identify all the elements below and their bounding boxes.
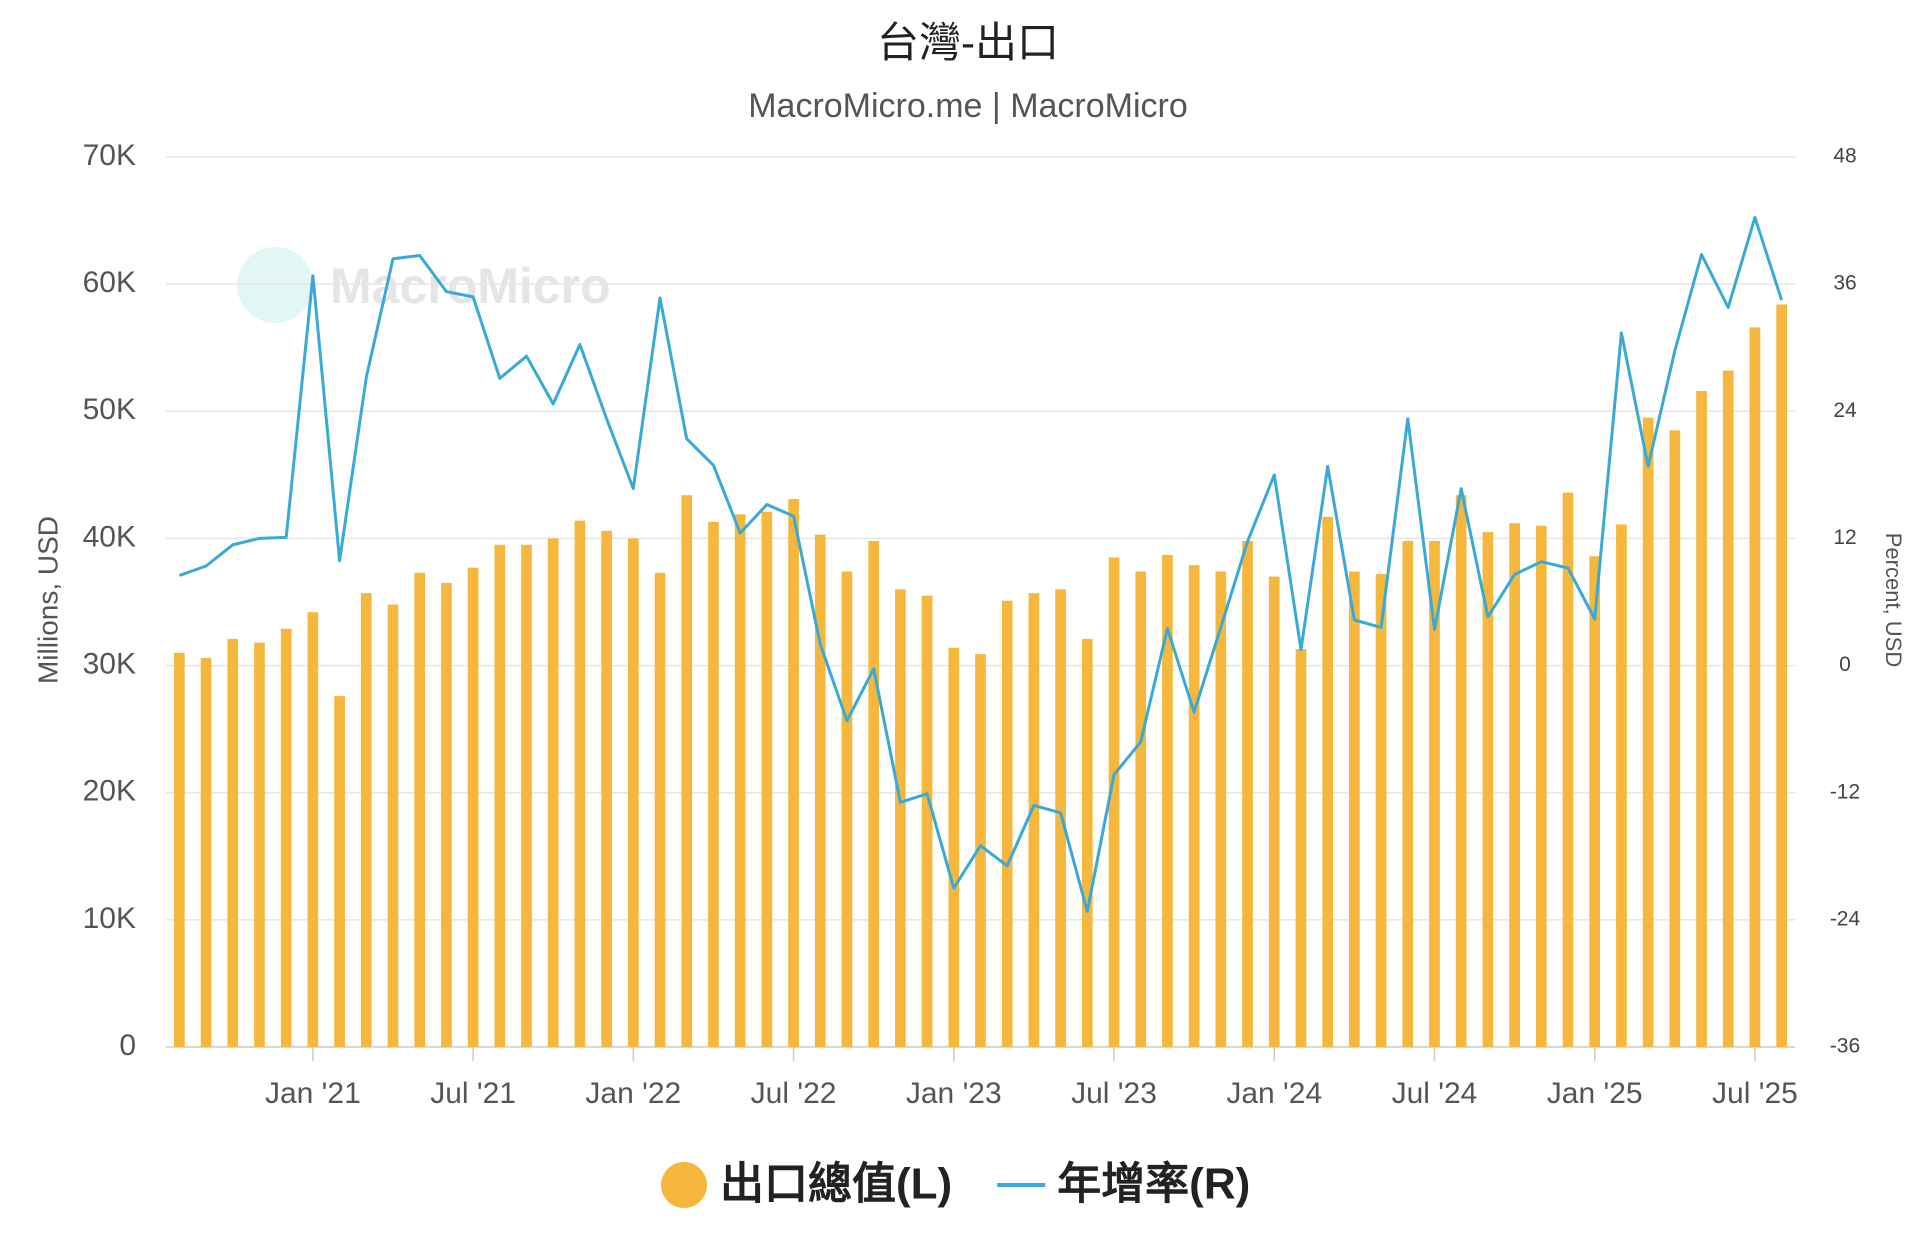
x-tick-label: Jul '23 [1071, 1077, 1157, 1110]
x-tick-label: Jul '25 [1712, 1077, 1798, 1110]
bar [1108, 557, 1120, 1047]
x-tick-label: Jul '22 [751, 1077, 837, 1110]
bar [1749, 327, 1761, 1047]
watermark: MacroMicro [330, 258, 611, 314]
y-tick-label: 0 [119, 1029, 136, 1062]
bar [681, 495, 693, 1047]
bar [547, 538, 559, 1047]
bar [1535, 525, 1547, 1047]
bar [1001, 600, 1013, 1047]
bar [307, 612, 319, 1047]
bar [227, 638, 239, 1047]
bar [1402, 540, 1414, 1047]
y2-axis-title: Percent, USD [1881, 533, 1906, 668]
y2-tick-label: -36 [1830, 1035, 1860, 1058]
bar [1429, 540, 1440, 1047]
bar [467, 567, 479, 1047]
y2-tick-label: -12 [1830, 780, 1860, 803]
bar [414, 572, 426, 1047]
bar [494, 544, 506, 1047]
y2-tick-label: 48 [1833, 145, 1856, 168]
legend-symbol [661, 1162, 707, 1208]
bar [1188, 565, 1200, 1047]
bar [895, 589, 906, 1047]
legend-label: 出口總值(L) [720, 1160, 952, 1209]
bar [734, 514, 746, 1047]
y-tick-label: 60K [83, 266, 136, 299]
x-tick-label: Jan '24 [1226, 1077, 1322, 1110]
y-tick-label: 70K [83, 139, 136, 172]
bar [360, 593, 372, 1047]
bar [1482, 532, 1494, 1047]
bar [841, 571, 853, 1047]
bar [1589, 556, 1601, 1047]
bar [1268, 576, 1280, 1047]
bar [1562, 492, 1574, 1048]
bar [1028, 593, 1040, 1047]
bar [1162, 554, 1173, 1047]
y2-tick-label: 24 [1833, 399, 1857, 422]
bar [1295, 649, 1307, 1047]
bar [280, 628, 292, 1047]
x-tick-label: Jan '22 [585, 1077, 681, 1110]
x-tick-label: Jul '24 [1392, 1077, 1478, 1110]
bar [574, 520, 586, 1047]
bar [1642, 417, 1654, 1048]
x-tick-label: Jul '21 [430, 1077, 516, 1110]
bar [1081, 638, 1093, 1047]
chart-subtitle: MacroMicro.me | MacroMicro [748, 87, 1188, 125]
bar [1242, 540, 1253, 1047]
y-tick-label: 10K [83, 902, 136, 935]
bar [708, 521, 719, 1047]
bar [868, 540, 880, 1047]
watermark-logo: MacroMicro [237, 247, 611, 323]
y2-tick-label: 12 [1833, 526, 1856, 549]
bar [921, 595, 933, 1047]
y2-tick-label: -24 [1830, 907, 1861, 930]
bar [814, 534, 826, 1047]
bar [200, 657, 212, 1047]
bar [948, 647, 960, 1047]
legend-label: 年增率(R) [1057, 1160, 1250, 1209]
x-tick-label: Jan '25 [1547, 1077, 1643, 1110]
bar [1669, 430, 1681, 1047]
bar [1215, 571, 1227, 1047]
bar [1509, 523, 1520, 1047]
bar [1349, 571, 1360, 1047]
x-tick-label: Jan '23 [906, 1077, 1002, 1110]
bar [601, 530, 612, 1047]
bar [1135, 571, 1147, 1047]
bar [627, 538, 639, 1047]
y-axis-title: Millions, USD [32, 516, 63, 684]
y-tick-label: 20K [83, 775, 136, 808]
bar [761, 511, 773, 1047]
bar [1776, 304, 1787, 1047]
bar [254, 642, 265, 1047]
bar [1322, 516, 1334, 1047]
line [178, 215, 1784, 913]
bar [334, 696, 345, 1047]
y-tick-label: 30K [83, 647, 136, 680]
bar [788, 499, 799, 1047]
y-tick-label: 50K [83, 393, 136, 426]
bar [521, 544, 532, 1047]
bar [1696, 390, 1707, 1047]
bar [1455, 495, 1467, 1047]
y-tick-label: 40K [83, 520, 136, 553]
y2-tick-label: 36 [1833, 272, 1856, 295]
bar [975, 654, 986, 1047]
bar [441, 582, 452, 1047]
bar [1375, 574, 1387, 1047]
bar [1722, 370, 1734, 1048]
bar [654, 572, 666, 1047]
chart-title: 台灣-出口 [877, 19, 1059, 66]
bar [1616, 524, 1627, 1047]
bar [174, 652, 185, 1047]
y2-tick-label: 0 [1839, 653, 1851, 676]
bar [387, 604, 399, 1047]
x-tick-label: Jan '21 [265, 1077, 361, 1110]
